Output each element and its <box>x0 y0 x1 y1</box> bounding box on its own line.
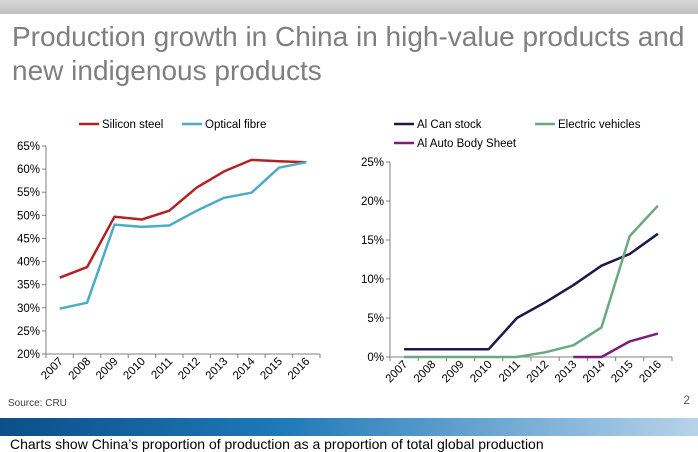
y-tick-label: 15% <box>361 235 384 247</box>
top-accent-bar <box>0 0 698 14</box>
series-line-electric-vehicles <box>404 204 659 359</box>
series-line-al-can-stock <box>404 232 659 351</box>
y-tick-label: 25% <box>17 326 40 338</box>
page-number: 2 <box>683 393 690 407</box>
x-tick-label: 2012 <box>525 359 552 386</box>
series-line-silicon-steel <box>59 158 307 279</box>
y-tick-label: 25% <box>361 157 384 169</box>
y-tick-label: 20% <box>17 349 40 361</box>
x-tick-label: 2016 <box>637 359 664 386</box>
y-tick-label: 40% <box>17 257 40 269</box>
x-tick-label: 2008 <box>412 359 439 386</box>
y-tick-label: 55% <box>17 187 40 199</box>
y-tick-label: 0% <box>367 352 384 364</box>
chart-left: 20%25%30%35%40%45%50%55%60%65%2007 2008 20… <box>17 119 321 382</box>
x-tick-label: 2010 <box>468 359 495 386</box>
legend-label: Al Auto Body Sheet <box>417 138 517 150</box>
x-tick-label: 2007 <box>384 359 411 386</box>
y-tick-label: 30% <box>17 303 40 315</box>
series-line-al-auto-body-sheet <box>573 332 659 359</box>
series-line-optical-fibre <box>59 160 307 310</box>
x-tick-label: 2013 <box>553 359 580 386</box>
legend-label: Optical fibre <box>205 119 266 131</box>
legend-label: Al Can stock <box>417 119 482 131</box>
y-tick-label: 10% <box>361 274 384 286</box>
chart-right: 0% 5% 10% 15% 20% 25% 2007 2008 2009 2010 2011 2012… <box>361 119 673 386</box>
x-tick-label: 2011 <box>497 359 523 385</box>
caption: Charts show China’s proportion of produc… <box>10 436 544 452</box>
bottom-accent-bar <box>0 418 698 436</box>
legend-label: Silicon steel <box>102 119 163 131</box>
y-tick-label: 5% <box>367 313 384 325</box>
x-tick-label: 2014 <box>581 358 608 385</box>
y-tick-label: 20% <box>361 196 384 208</box>
slide-title: Production growth in China in high-value… <box>12 21 685 86</box>
legend-label: Electric vehicles <box>558 119 641 131</box>
y-tick-label: 60% <box>17 164 40 176</box>
x-tick-label: 2015 <box>609 359 636 386</box>
y-tick-label: 50% <box>17 210 40 222</box>
y-tick-label: 65% <box>17 141 40 153</box>
y-tick-label: 45% <box>17 233 40 245</box>
source-note: Source: CRU <box>8 398 67 409</box>
x-tick-label: 2009 <box>440 359 467 386</box>
y-tick-label: 35% <box>17 280 40 292</box>
